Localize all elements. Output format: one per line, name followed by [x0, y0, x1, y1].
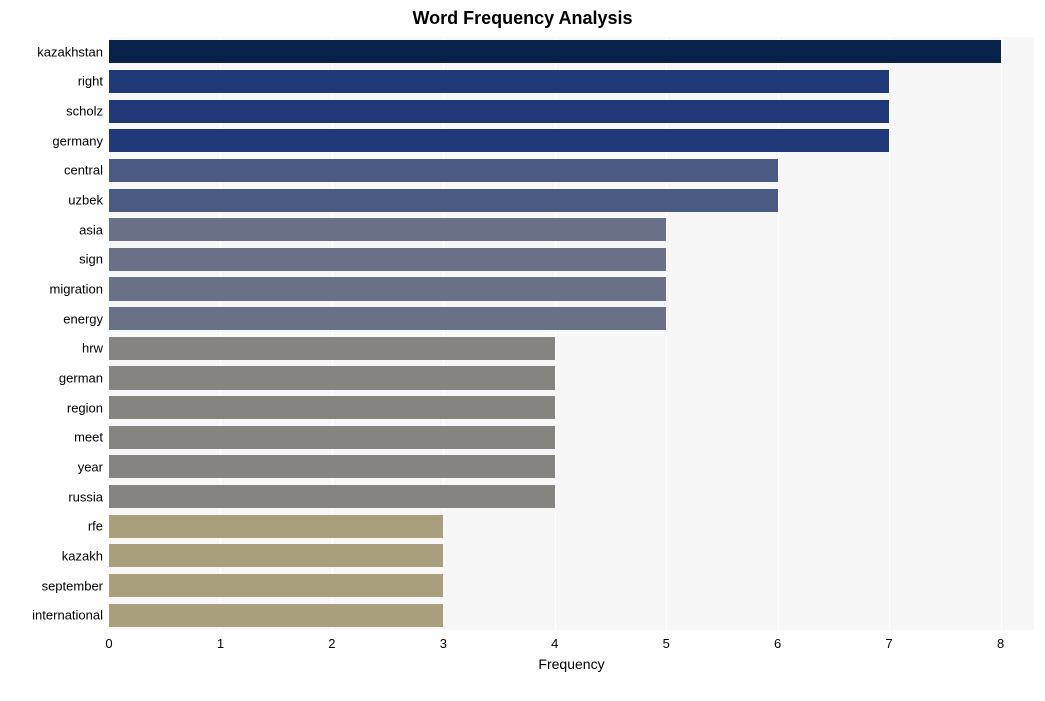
- x-tick-label: 7: [885, 630, 892, 651]
- y-tick-label: sign: [79, 252, 109, 267]
- x-tick-label: 2: [328, 630, 335, 651]
- y-tick-label: hrw: [82, 341, 109, 356]
- x-tick-label: 0: [105, 630, 112, 651]
- grid-line: [555, 37, 556, 630]
- bar: [109, 307, 666, 330]
- y-tick-label: right: [78, 74, 109, 89]
- grid-line: [666, 37, 667, 630]
- bar: [109, 100, 889, 123]
- bar: [109, 159, 778, 182]
- y-tick-label: germany: [52, 133, 109, 148]
- grid-line: [889, 37, 890, 630]
- y-tick-label: rfe: [88, 519, 109, 534]
- y-tick-label: german: [59, 370, 109, 385]
- bar: [109, 337, 555, 360]
- bar: [109, 574, 443, 597]
- y-tick-label: international: [32, 608, 109, 623]
- bar: [109, 426, 555, 449]
- bar: [109, 129, 889, 152]
- grid-line: [443, 37, 444, 630]
- bar: [109, 544, 443, 567]
- bar: [109, 70, 889, 93]
- y-tick-label: energy: [63, 311, 109, 326]
- bar: [109, 40, 1001, 63]
- word-frequency-chart: Word Frequency Analysis Frequency 012345…: [0, 0, 1045, 701]
- y-tick-label: year: [78, 459, 109, 474]
- bar: [109, 248, 666, 271]
- bar: [109, 218, 666, 241]
- bar: [109, 515, 443, 538]
- y-tick-label: kazakhstan: [37, 44, 109, 59]
- grid-line: [1001, 37, 1002, 630]
- bar: [109, 366, 555, 389]
- bar: [109, 604, 443, 627]
- grid-line: [332, 37, 333, 630]
- bar: [109, 485, 555, 508]
- x-tick-label: 4: [551, 630, 558, 651]
- grid-line: [220, 37, 221, 630]
- y-tick-label: migration: [50, 282, 109, 297]
- grid-line: [109, 37, 110, 630]
- plot-area: Frequency 012345678kazakhstanrightscholz…: [109, 37, 1034, 630]
- bar: [109, 396, 555, 419]
- x-tick-label: 3: [440, 630, 447, 651]
- bar: [109, 455, 555, 478]
- y-tick-label: meet: [74, 430, 109, 445]
- y-tick-label: uzbek: [68, 193, 109, 208]
- y-tick-label: asia: [79, 222, 109, 237]
- bar: [109, 189, 778, 212]
- y-tick-label: scholz: [66, 104, 109, 119]
- x-tick-label: 8: [997, 630, 1004, 651]
- chart-title: Word Frequency Analysis: [0, 8, 1045, 29]
- grid-line: [778, 37, 779, 630]
- y-tick-label: kazakh: [62, 548, 109, 563]
- x-tick-label: 1: [217, 630, 224, 651]
- y-tick-label: september: [42, 578, 109, 593]
- x-tick-label: 6: [774, 630, 781, 651]
- bar: [109, 277, 666, 300]
- y-tick-label: central: [64, 163, 109, 178]
- x-axis-label: Frequency: [538, 630, 604, 672]
- x-tick-label: 5: [663, 630, 670, 651]
- y-tick-label: russia: [68, 489, 109, 504]
- y-tick-label: region: [67, 400, 109, 415]
